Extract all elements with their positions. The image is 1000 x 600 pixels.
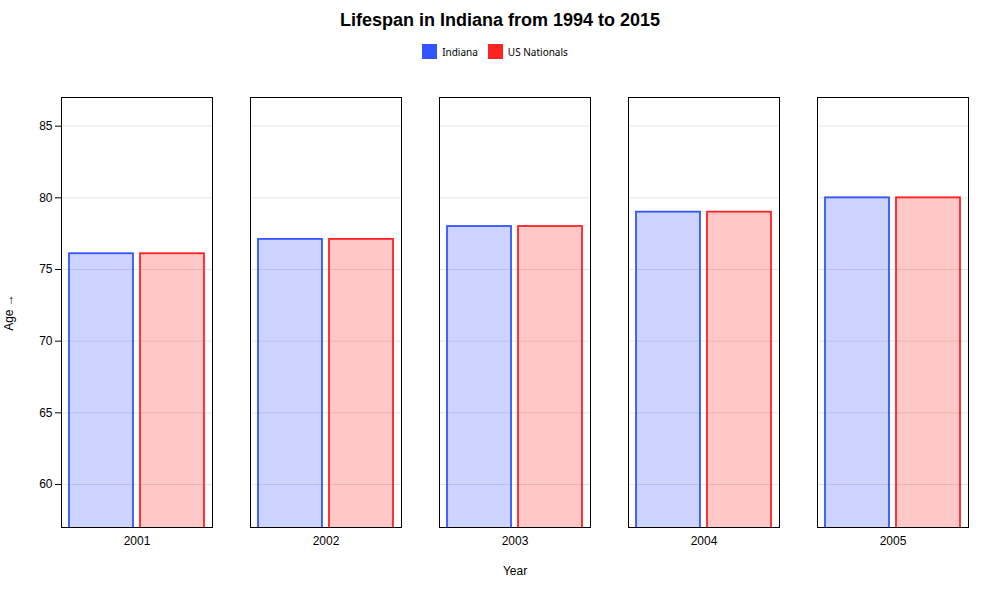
html-text:Lifespan in Indiana from 1994: Lifespan in Indiana from 1994 to 2015	[339, 10, 660, 30]
svg-text:2005: 2005	[880, 534, 907, 548]
svg-text:2003: 2003	[502, 534, 529, 548]
svg-text:Age →: Age →	[2, 294, 16, 331]
html-text:US Nationals: US Nationals	[507, 44, 568, 59]
svg-text:65: 65	[39, 406, 53, 420]
svg-text:2004: 2004	[691, 534, 718, 548]
html-text:Indiana: Indiana	[442, 44, 478, 59]
svg-text:60: 60	[39, 477, 53, 491]
svg-text:2002: 2002	[313, 534, 340, 548]
svg-text:70: 70	[39, 334, 53, 348]
svg-text:2001: 2001	[124, 534, 151, 548]
svg-text:75: 75	[39, 262, 53, 276]
svg-text:85: 85	[39, 119, 53, 133]
svg-text:80: 80	[39, 191, 53, 205]
svg-text:Year: Year	[503, 564, 527, 578]
